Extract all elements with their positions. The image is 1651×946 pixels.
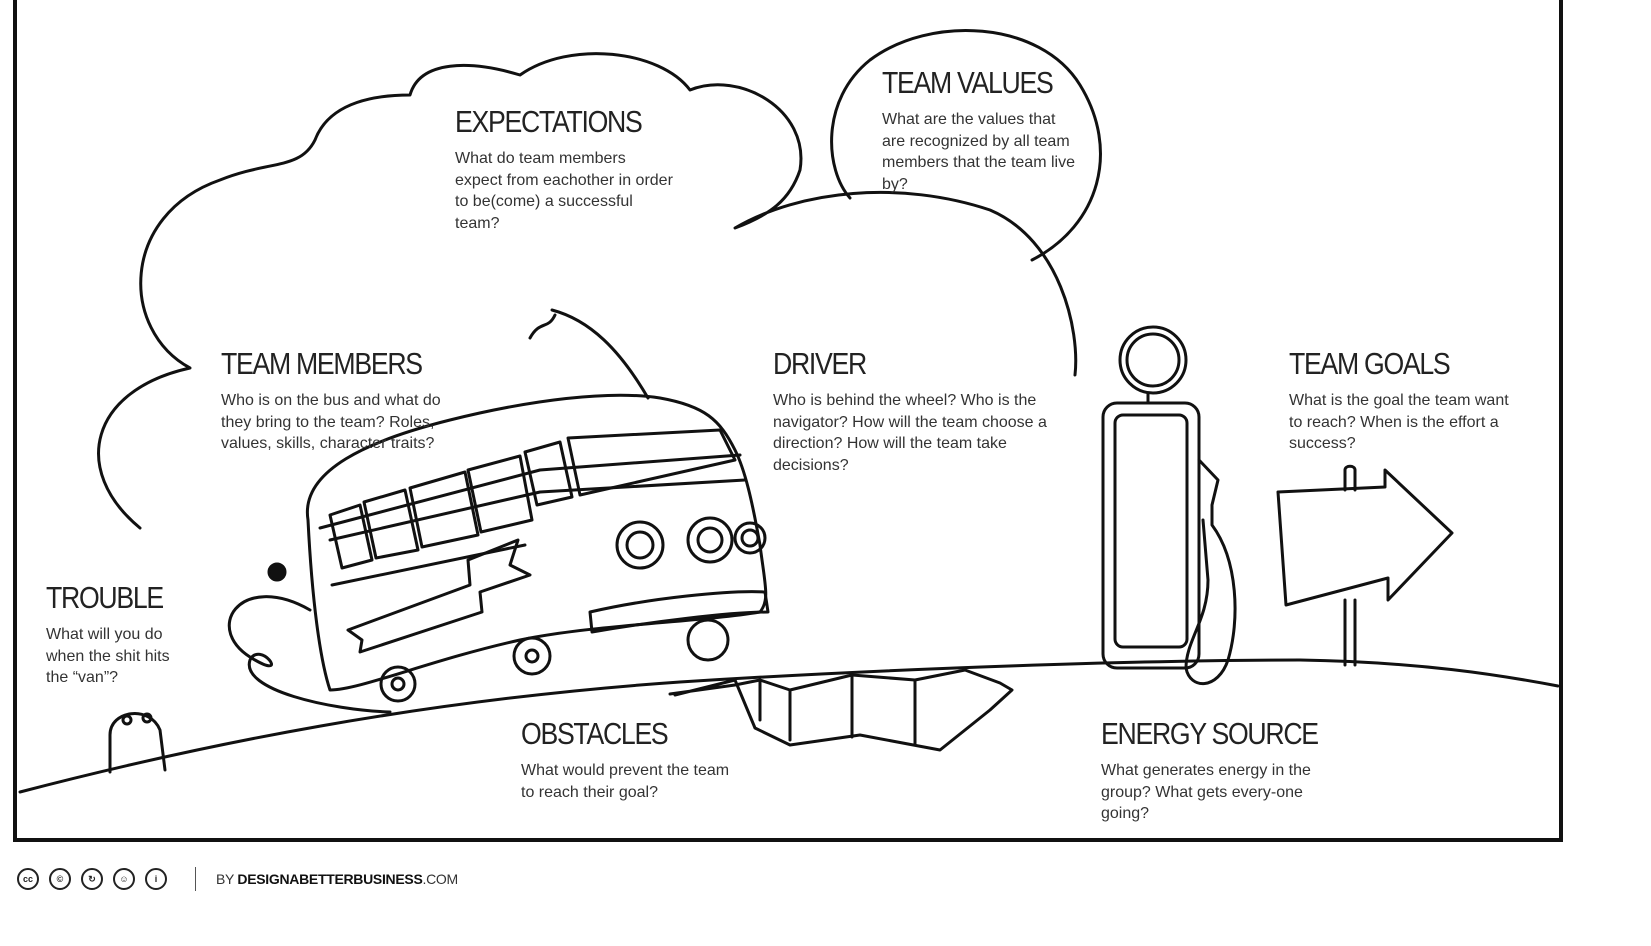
crack-icon [668, 668, 1014, 752]
energy-source-text: What generates energy in the group? What… [1101, 762, 1311, 822]
team-members-text: Who is on the bus and what do they bring… [221, 392, 441, 452]
obstacles-text: What would prevent the team to reach the… [521, 762, 730, 801]
fuel-pump-icon [1101, 325, 1237, 685]
expectations-text: What do team members expect from eachoth… [455, 150, 673, 232]
values-circle [830, 29, 1102, 262]
energy-source-title: ENERGY SOURCE [1101, 716, 1319, 751]
brand-name: DESIGNABETTERBUSINESS [237, 871, 423, 887]
signpost-icon [1276, 464, 1454, 667]
dog-icon [108, 712, 167, 774]
ground-line [18, 658, 1560, 794]
trouble-text: What will you do when the shit hits the … [46, 626, 170, 686]
footer-divider [195, 867, 196, 891]
exhaust-icon [227, 595, 392, 714]
attribution-icon: i [145, 868, 167, 890]
team-members-title: TEAM MEMBERS [221, 346, 423, 381]
trouble-section: TROUBLE What will you do when the shit h… [46, 580, 196, 689]
expectations-section: EXPECTATIONS What do team members expect… [455, 104, 675, 234]
brand-link[interactable]: BY DESIGNABETTERBUSINESS.COM [216, 871, 458, 887]
driver-section: DRIVER Who is behind the wheel? Who is t… [773, 346, 1058, 476]
energy-source-section: ENERGY SOURCE What generates energy in t… [1101, 716, 1336, 825]
obstacles-title: OBSTACLES [521, 716, 669, 751]
team-values-text: What are the values that are recognized … [882, 111, 1075, 193]
canvas-frame [13, 0, 1563, 842]
copyright-icon: © [49, 868, 71, 890]
driver-title: DRIVER [773, 346, 867, 381]
obstacles-section: OBSTACLES What would prevent the team to… [521, 716, 736, 803]
brand-by: BY [216, 871, 238, 887]
driver-text: Who is behind the wheel? Who is the navi… [773, 392, 1047, 474]
trouble-title: TROUBLE [46, 580, 164, 615]
noncommercial-icon: ☺ [113, 868, 135, 890]
brand-suffix: .COM [422, 871, 458, 887]
team-goals-section: TEAM GOALS What is the goal the team wan… [1289, 346, 1514, 455]
footer: cc © ↻ ☺ i BY DESIGNABETTERBUSINESS.COM [17, 866, 458, 892]
team-members-section: TEAM MEMBERS Who is on the bus and what … [221, 346, 451, 455]
creative-commons-icon: cc [17, 868, 39, 890]
team-goals-text: What is the goal the team want to reach?… [1289, 392, 1509, 452]
expectations-title: EXPECTATIONS [455, 104, 643, 139]
bus-icon [305, 308, 770, 703]
team-values-title: TEAM VALUES [882, 65, 1054, 100]
share-alike-icon: ↻ [81, 868, 103, 890]
team-values-section: TEAM VALUES What are the values that are… [882, 65, 1082, 195]
team-goals-title: TEAM GOALS [1289, 346, 1451, 381]
